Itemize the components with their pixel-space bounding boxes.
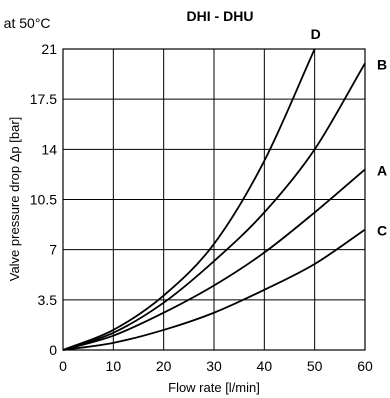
x-tick-label: 10: [106, 358, 122, 374]
tick-labels: 0 10 20 30 40 50 60 0 3.5 7 10.5 14 17.5 21: [30, 41, 373, 374]
x-tick-label: 20: [156, 358, 172, 374]
grid: [62, 48, 366, 351]
series-line-c: [62, 228, 366, 351]
y-tick-label: 17.5: [30, 91, 57, 107]
y-tick-label: 0: [49, 342, 57, 358]
y-tick-label: 10.5: [30, 192, 57, 208]
x-tick-label: 30: [206, 358, 222, 374]
y-tick-label: 21: [41, 41, 57, 57]
series-label-b: B: [377, 56, 387, 72]
curves: [62, 48, 366, 351]
x-tick-label: 40: [257, 358, 273, 374]
curve-labels: D B A C: [311, 26, 387, 239]
x-axis-label: Flow rate [l/min]: [168, 380, 260, 395]
y-tick-label: 3.5: [38, 292, 58, 308]
series-label-c: C: [377, 223, 387, 239]
y-tick-label: 7: [49, 242, 57, 258]
series-line-b: [62, 62, 366, 351]
x-tick-label: 60: [357, 358, 373, 374]
series-line-d: [62, 48, 316, 351]
x-tick-label: 50: [307, 358, 323, 374]
y-tick-label: 14: [41, 141, 57, 157]
y-axis-label: Valve pressure drop Δp [bar]: [7, 117, 22, 282]
series-line-a: [62, 168, 366, 351]
chart-title: DHI - DHU: [187, 8, 254, 24]
temperature-note: 6 at 50°C: [0, 15, 51, 31]
x-tick-label: 0: [59, 358, 67, 374]
series-label-a: A: [377, 162, 387, 178]
plot-frame: [62, 48, 366, 351]
series-label-d: D: [311, 26, 321, 42]
